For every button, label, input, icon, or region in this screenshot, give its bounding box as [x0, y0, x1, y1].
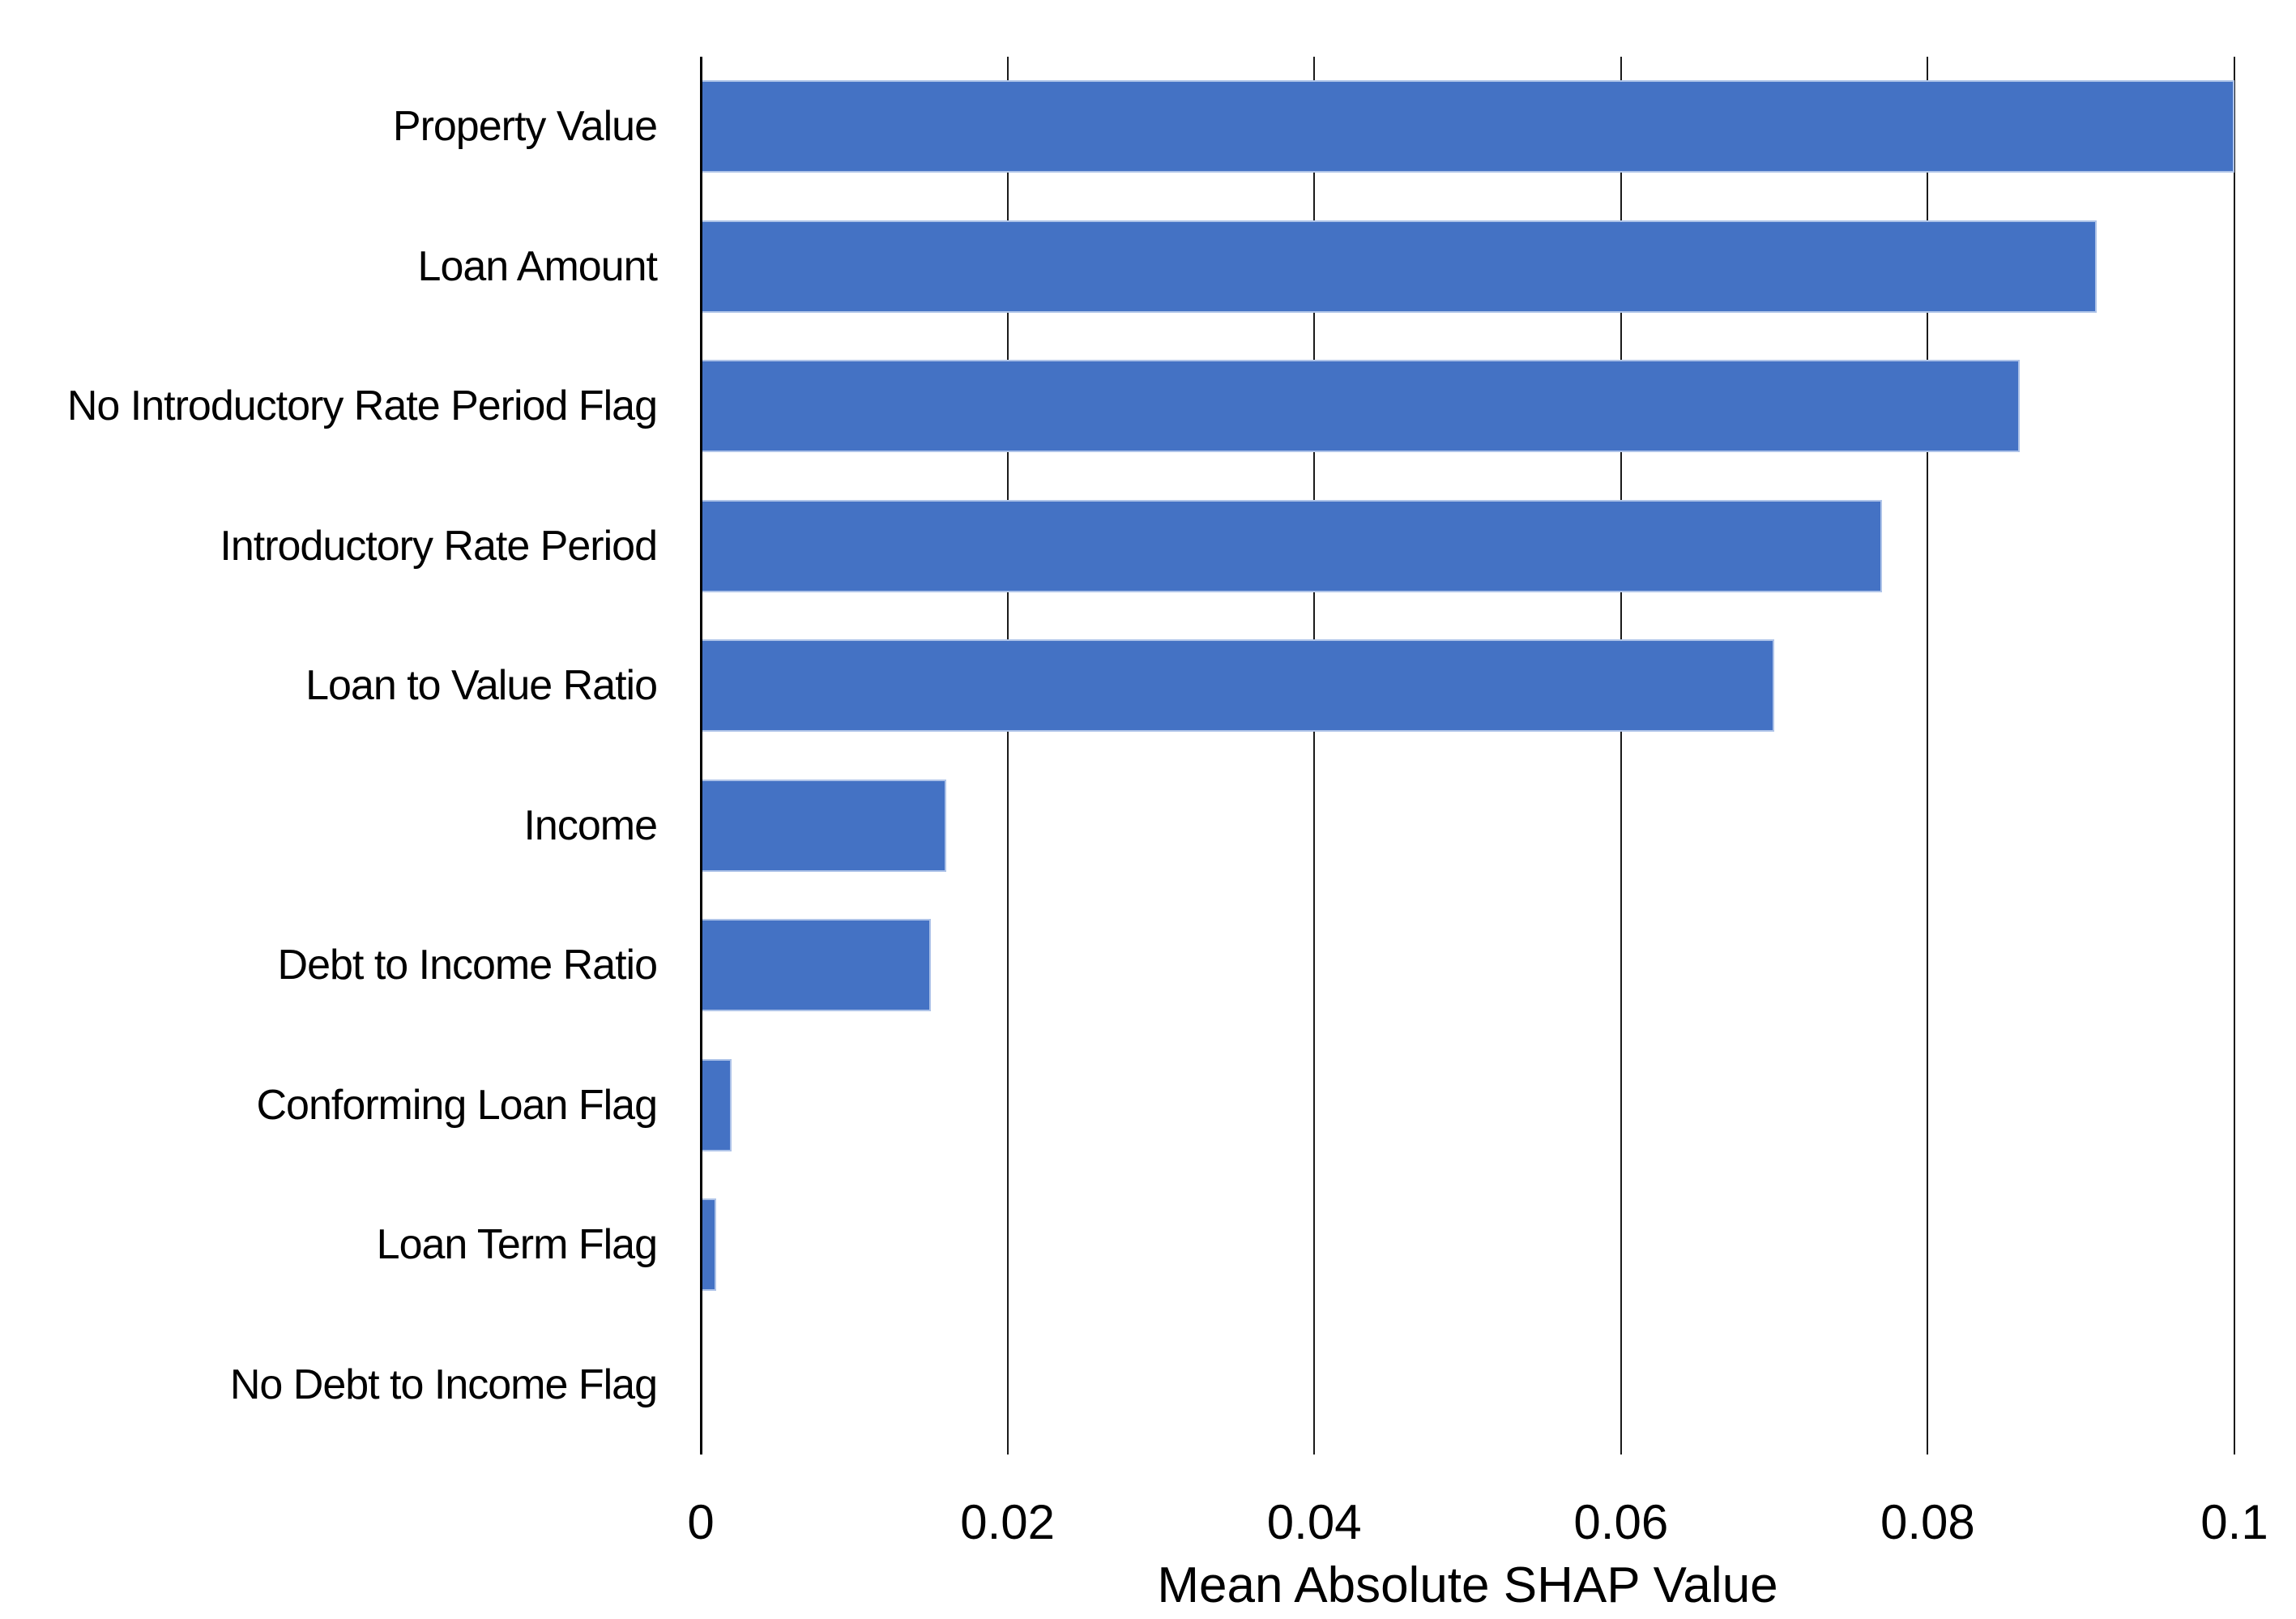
gridline-0.02 [1006, 57, 1009, 1455]
bar-row [701, 336, 2234, 476]
x-tick-label: 0 [687, 1495, 715, 1549]
bar-row [701, 616, 2234, 756]
x-tick-label: 0.06 [1573, 1495, 1669, 1549]
category-label: Loan to Value Ratio [305, 662, 658, 710]
bar-row [701, 1036, 2234, 1176]
bar-row [701, 1315, 2234, 1455]
category-label: Loan Term Flag [376, 1221, 658, 1269]
category-label: Debt to Income Ratio [277, 942, 658, 989]
bar [701, 220, 2097, 313]
bar-row [701, 476, 2234, 617]
category-labels-container: Property Value Loan Amount No Introductory… [0, 57, 658, 1455]
gridline-0.04 [1313, 57, 1316, 1455]
category-label: No Introductory Rate Period Flag [66, 382, 658, 430]
bar [701, 779, 946, 872]
bar [701, 80, 2234, 173]
gridline-0.06 [1620, 57, 1622, 1455]
category-label: Property Value [392, 103, 658, 151]
bar-row [701, 57, 2234, 197]
bar-row [701, 756, 2234, 896]
gridline-0.1 [2234, 57, 2235, 1455]
bar-row [701, 895, 2234, 1036]
x-tick-label: 0.1 [2200, 1495, 2268, 1549]
bar [701, 1058, 732, 1151]
category-label: No Debt to Income Flag [229, 1361, 658, 1408]
bar [701, 360, 2020, 453]
bar-row [701, 1175, 2234, 1315]
bar [701, 919, 931, 1012]
y-axis-line [700, 57, 702, 1455]
category-label: Income [523, 801, 658, 849]
category-label: Conforming Loan Flag [256, 1081, 658, 1129]
plot-area [700, 57, 2235, 1455]
bar [701, 499, 1882, 592]
x-tick-label: 0.08 [1880, 1495, 1975, 1549]
bar-row [701, 197, 2234, 337]
category-label: Loan Amount [417, 242, 658, 290]
bar [701, 1198, 716, 1292]
x-tick-labels-container: 0 0.02 0.04 0.06 0.08 0.1 [0, 1497, 2296, 1554]
x-tick-label: 0.04 [1266, 1495, 1362, 1549]
x-axis-title: Mean Absolute SHAP Value [1157, 1557, 1778, 1613]
gridline-0.08 [1927, 57, 1929, 1455]
category-label: Introductory Rate Period [220, 522, 658, 570]
bar [701, 639, 1775, 733]
x-tick-label: 0.02 [960, 1495, 1055, 1549]
